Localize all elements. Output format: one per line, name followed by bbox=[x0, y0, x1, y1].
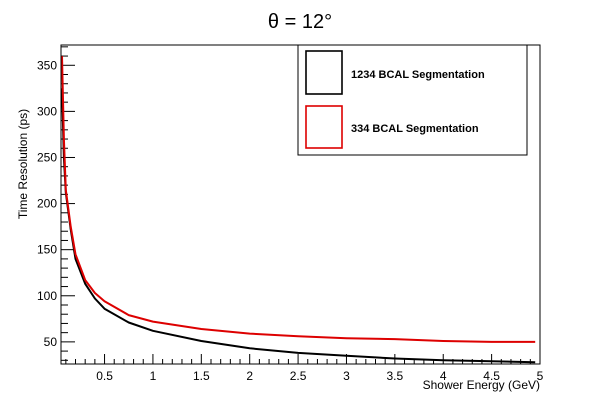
legend-label-334: 334 BCAL Segmentation bbox=[351, 123, 479, 135]
legend: 1234 BCAL Segmentation 334 BCAL Segmenta… bbox=[297, 44, 528, 156]
y-tick-label: 50 bbox=[44, 335, 58, 349]
x-tick-label: 4 bbox=[440, 369, 447, 383]
y-axis-label: Time Resolution (ps) bbox=[16, 109, 30, 219]
y-tick-label: 200 bbox=[37, 197, 57, 211]
legend-swatch-334 bbox=[305, 105, 343, 149]
x-tick-label: 2.5 bbox=[290, 369, 307, 383]
x-tick-label: 1.5 bbox=[193, 369, 210, 383]
plot-layer: 0.5 1 1.5 2 2.5 3 3.5 4 4.5 5 50 100 150 200 250 300 350 bbox=[37, 46, 544, 383]
chart-title: θ = 12° bbox=[268, 11, 332, 33]
legend-swatch-1234 bbox=[305, 50, 343, 95]
y-tick-label: 100 bbox=[37, 289, 57, 303]
legend-box bbox=[297, 44, 528, 156]
y-tick-label: 150 bbox=[37, 243, 57, 257]
x-tick-label: 3.5 bbox=[387, 369, 404, 383]
x-tick-label: 5 bbox=[537, 369, 544, 383]
legend-label-1234: 1234 BCAL Segmentation bbox=[351, 69, 485, 81]
y-tick-label: 250 bbox=[37, 150, 57, 164]
series-line-334 bbox=[61, 56, 536, 343]
x-tick-label: 0.5 bbox=[96, 369, 113, 383]
x-tick-label: 2 bbox=[246, 369, 253, 383]
x-tick-label: 1 bbox=[150, 369, 157, 383]
y-tick-label: 350 bbox=[37, 58, 57, 72]
x-tick-label: 3 bbox=[343, 369, 350, 383]
x-axis-label: Shower Energy (GeV) bbox=[423, 378, 540, 392]
y-tick-label: 300 bbox=[37, 104, 57, 118]
x-tick-label: 4.5 bbox=[483, 369, 500, 383]
